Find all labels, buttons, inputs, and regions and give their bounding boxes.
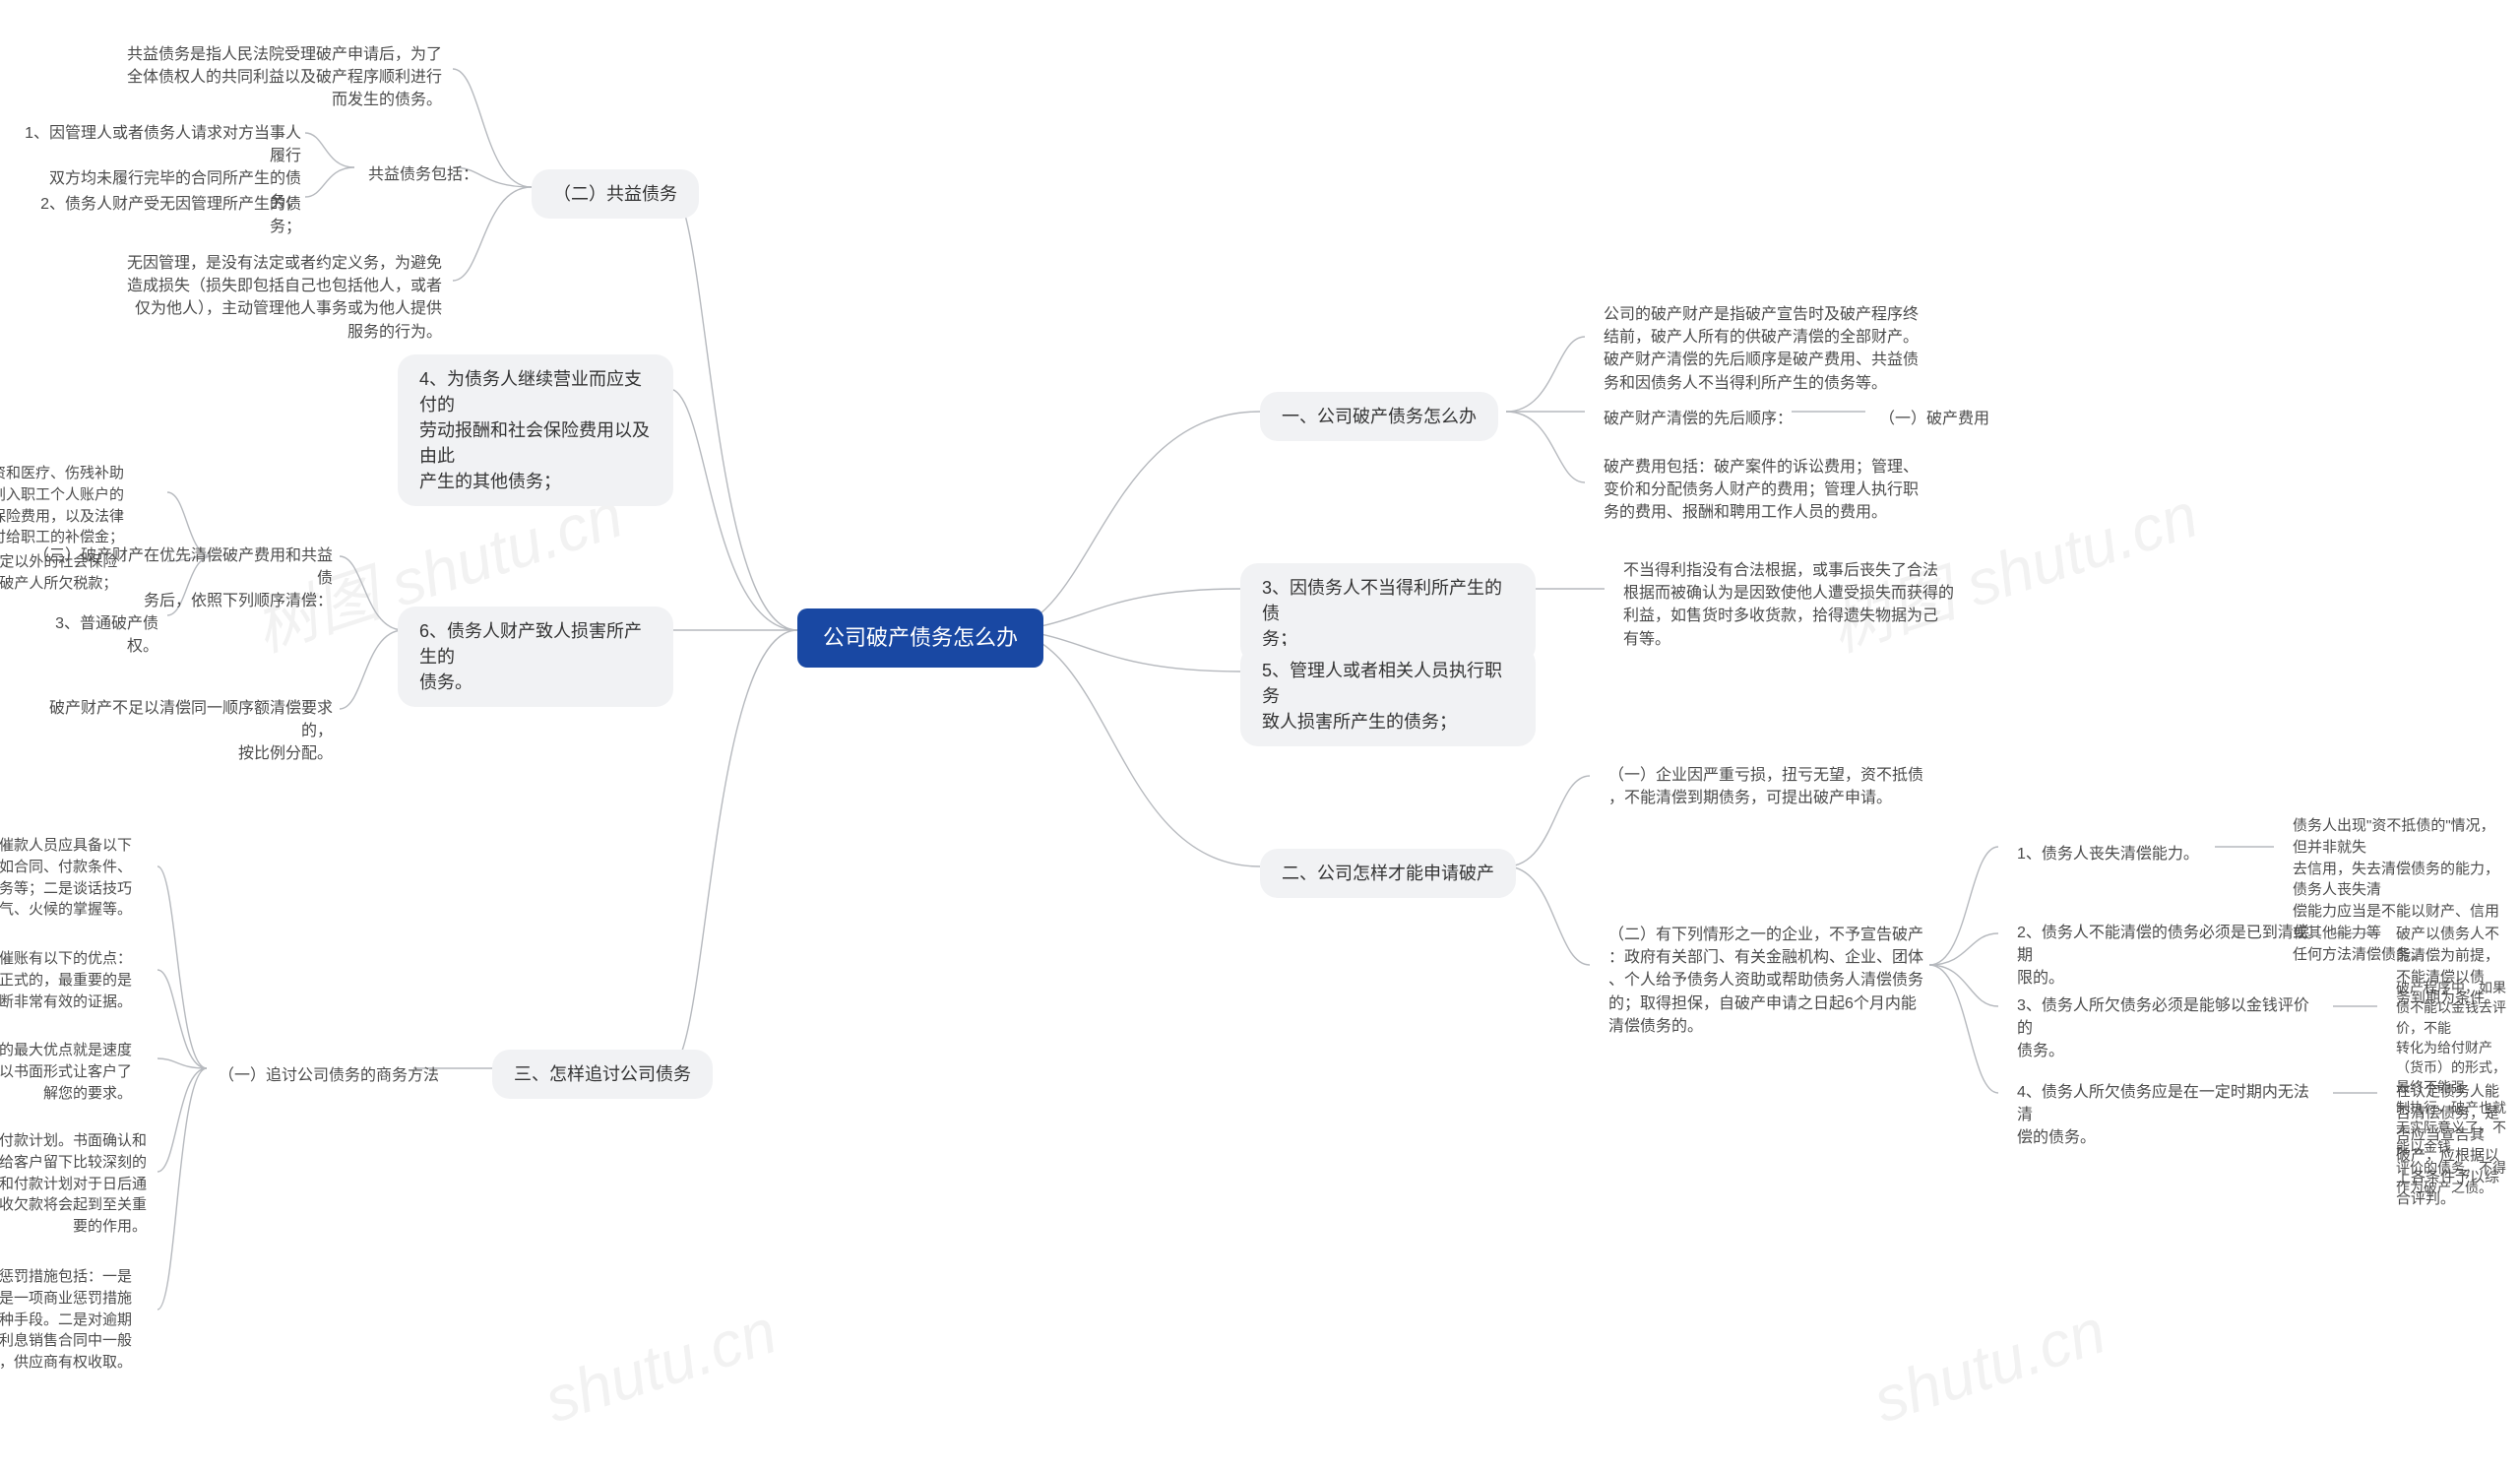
leaf: 5、商业惩罚措施。商业惩罚措施包括：一是 停止供货。停止供货不仅是一项商业惩罚措… [0, 1258, 146, 1381]
leaf: 无因管理，是没有法定或者约定义务，为避免 造成损失（损失即包括自己也包括他人，或… [113, 244, 456, 352]
leaf: （二）有下列情形之一的企业，不予宣告破产 ：政府有关部门、有关金融机构、企业、团… [1595, 916, 1937, 1046]
leaf: 1、债务人丧失清偿能力。 [2003, 835, 2213, 873]
leaf: 2、债务人财产受无因管理所产生的债务； [20, 185, 315, 246]
leaf: 2、债务人不能清偿的债务必须是已到清偿期 限的。 [2003, 914, 2338, 998]
leaf: 4、索要确认函和书面付款计划。书面确认和 付款计划比较正式，能给客户留下比较深刻… [0, 1122, 160, 1246]
leaf: 3、普通破产债权。 [30, 605, 172, 666]
leaf: 破产财产清偿的先后顺序： [1590, 400, 1806, 438]
leaf: 3、债务人所欠债务必须是能够以金钱评价的 债务。 [2003, 987, 2338, 1071]
branch-labor-insurance-debts[interactable]: 4、为债务人继续营业而应支付的 劳动报酬和社会保险费用以及由此 产生的其他债务； [398, 354, 673, 506]
leaf: （一）追讨公司债务的商务方法 [205, 1056, 453, 1095]
branch-how-apply-bankruptcy[interactable]: 二、公司怎样才能申请破产 [1260, 849, 1516, 898]
leaf: 1、破产人所欠职工的工资和医疗、伤残补助 、抚恤费用，所欠的应当划入职工个人账户… [0, 455, 138, 556]
leaf: 2、信函催收付款。信函催账有以下的优点： 采用信函进行催账是非常正式的，最重要的… [0, 940, 146, 1020]
leaf: （一）企业因严重亏损，扭亏无望，资不抵债 ，不能清偿到期债务，可提出破产申请。 [1595, 756, 1937, 817]
branch-common-debt[interactable]: （二）共益债务 [532, 169, 699, 219]
root-node[interactable]: 公司破产债务怎么办 [797, 608, 1043, 668]
leaf: 不当得利指没有合法根据，或事后丧失了合法 根据而被确认为是因致使他人遭受损失而获… [1609, 551, 1968, 659]
mindmap-canvas: 树图 shutu.cn 树图 shutu.cn shutu.cn shutu.c… [0, 0, 2520, 1472]
leaf: 1、电话催收付款。电话催款人员应具备以下 条件：一是专业知识，比如合同、付款条件… [0, 827, 146, 928]
leaf: 共益债务包括： [354, 156, 492, 194]
leaf: 破产费用包括：破产案件的诉讼费用；管理、 变价和分配债务人财产的费用；管理人执行… [1590, 448, 1932, 533]
branch-property-damage-debt[interactable]: 6、债务人财产致人损害所产生的 债务。 [398, 607, 673, 707]
leaf: 公司的破产财产是指破产宣告时及破产程序终 结前，破产人所有的供破产清偿的全部财产… [1590, 295, 1932, 403]
leaf: 3、传真催收付款。传真的最大优点就是速度 快，可以在最短的时间内以书面形式让客户… [0, 1032, 146, 1112]
leaf: 4、债务人所欠债务应是在一定时期内无法清 偿的债务。 [2003, 1073, 2338, 1158]
branch-recover-debt[interactable]: 三、怎样追讨公司债务 [492, 1050, 713, 1099]
branch-administrator-liability[interactable]: 5、管理人或者相关人员执行职务 致人损害所产生的债务； [1240, 646, 1536, 746]
branch-company-bankruptcy-debt[interactable]: 一、公司破产债务怎么办 [1260, 392, 1498, 441]
watermark: shutu.cn [1864, 1294, 2113, 1437]
leaf: 破产财产不足以清偿同一顺序额清偿要求的， 按比例分配。 [7, 689, 346, 774]
leaf: 在认定债务人能否清偿债务，是否应当宣告其 破产，应根据以上各条件予以综合评判。 [2382, 1073, 2520, 1218]
watermark: shutu.cn [536, 1294, 785, 1437]
leaf: 2、破产人欠缴的除前项规定以外的社会保险 费用和破产人所欠税款； [0, 544, 131, 603]
leaf: （一）破产费用 [1865, 400, 2003, 438]
leaf: 共益债务是指人民法院受理破产申请后，为了 全体债权人的共同利益以及破产程序顺利进… [113, 35, 456, 120]
